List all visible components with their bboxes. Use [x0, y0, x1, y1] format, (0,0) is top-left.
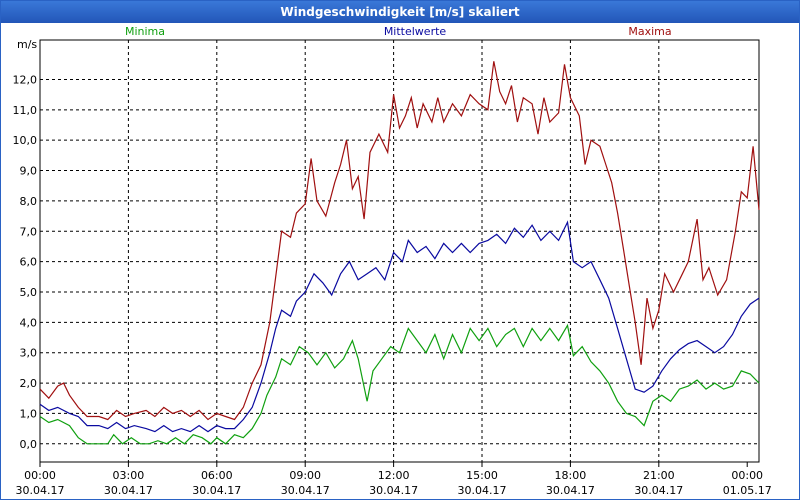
legend-mittelwerte: Mittelwerte	[384, 25, 447, 38]
x-tick-date: 30.04.17	[634, 484, 683, 497]
y-tick-label: 5,0	[20, 286, 38, 299]
x-tick-time: 15:00	[466, 469, 498, 482]
y-tick-label: 4,0	[20, 316, 38, 329]
chart-title: Windgeschwindigkeit [m/s] skaliert	[1, 1, 799, 23]
y-tick-label: 12,0	[13, 73, 38, 86]
y-tick-label: 2,0	[20, 377, 38, 390]
x-tick-time: 12:00	[378, 469, 410, 482]
x-tick-date: 01.05.17	[723, 484, 772, 497]
series-line-maxima	[39, 61, 760, 421]
x-tick-time: 06:00	[201, 469, 233, 482]
x-tick-date: 30.04.17	[16, 484, 65, 497]
x-tick-time: 00:00	[731, 469, 763, 482]
plot-area	[39, 39, 760, 463]
x-tick-time: 09:00	[289, 469, 321, 482]
x-tick-date: 30.04.17	[104, 484, 153, 497]
x-tick-date: 30.04.17	[192, 484, 241, 497]
x-tick-time: 03:00	[113, 469, 145, 482]
y-tick-label: 1,0	[20, 407, 38, 420]
x-tick-time: 18:00	[555, 469, 587, 482]
x-tick-time: 00:00	[24, 469, 56, 482]
series-line-mittelwerte	[39, 220, 760, 433]
x-tick-time: 21:00	[643, 469, 675, 482]
x-tick-date: 30.04.17	[546, 484, 595, 497]
y-tick-label: 9,0	[20, 165, 38, 178]
series-line-minima	[39, 323, 760, 445]
x-tick-date: 30.04.17	[281, 484, 330, 497]
legend-minima: Minima	[125, 25, 165, 38]
y-tick-label: 10,0	[13, 134, 38, 147]
y-tick-label: 0,0	[20, 438, 38, 451]
y-tick-label: 8,0	[20, 195, 38, 208]
y-tick-label: 6,0	[20, 256, 38, 269]
y-tick-label: 3,0	[20, 347, 38, 360]
y-tick-label: 11,0	[13, 104, 38, 117]
legend-maxima: Maxima	[628, 25, 671, 38]
y-axis-unit: m/s	[17, 38, 37, 51]
x-tick-date: 30.04.17	[369, 484, 418, 497]
y-tick-label: 7,0	[20, 225, 38, 238]
x-tick-date: 30.04.17	[458, 484, 507, 497]
